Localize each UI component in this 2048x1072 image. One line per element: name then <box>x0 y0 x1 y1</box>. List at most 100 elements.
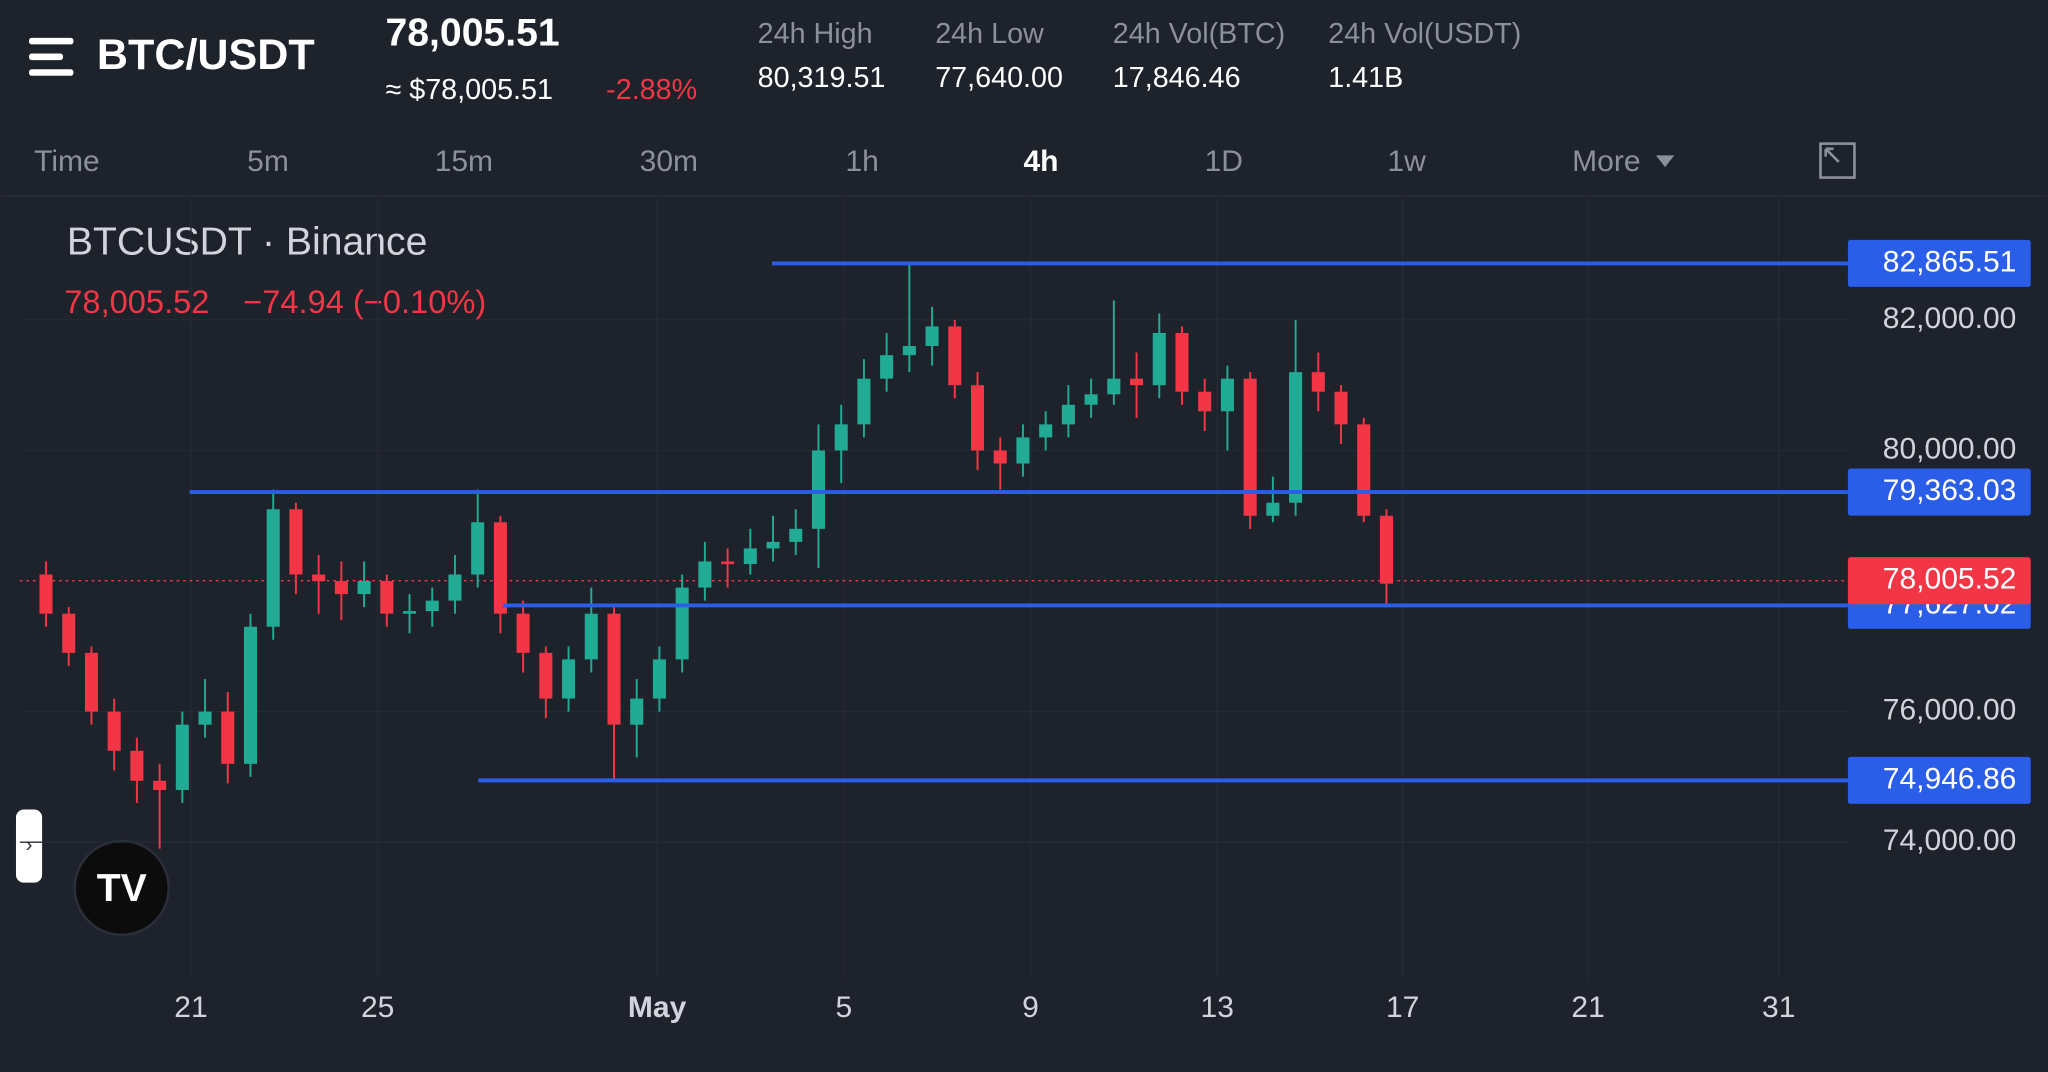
candle-body <box>402 611 417 614</box>
candle-body <box>970 385 985 451</box>
candle-body <box>652 659 666 699</box>
candle-body <box>1198 391 1212 412</box>
candle-body <box>471 522 485 575</box>
x-tick-label: 17 <box>1386 991 1419 1024</box>
x-tick-label: 5 <box>835 991 852 1024</box>
side-toggle-icon: › <box>26 834 33 857</box>
candle-body <box>834 424 848 451</box>
level-tag <box>1847 239 2031 287</box>
stat-label: 24h Vol(BTC) <box>1113 18 1285 50</box>
y-tick-label: 80,000.00 <box>1883 432 2017 465</box>
fullscreen-icon[interactable] <box>1819 142 1856 179</box>
candle-body <box>243 626 258 764</box>
candle-body <box>630 698 644 725</box>
price: 78,005.51 <box>386 12 560 55</box>
candle-body <box>312 574 326 582</box>
candle-body <box>1379 515 1393 584</box>
timeframe-tab[interactable]: 30m <box>640 145 698 178</box>
candle-body <box>1334 391 1348 425</box>
candle-body <box>1016 437 1030 464</box>
candle-body <box>607 613 621 725</box>
candle-body <box>266 509 280 627</box>
timeframe-tab[interactable]: 1D <box>1205 145 1243 178</box>
candle-body <box>539 652 553 699</box>
timeframe-tab[interactable]: 1h <box>845 145 878 178</box>
timeframe-tab[interactable]: More <box>1572 145 1640 178</box>
x-tick-label: 25 <box>361 991 394 1024</box>
level-tag <box>1847 468 2031 516</box>
candle-body <box>1039 424 1053 438</box>
candle-body <box>39 574 53 614</box>
candle-body <box>516 613 530 653</box>
side-toggle[interactable] <box>15 809 43 883</box>
svg-text:TV: TV <box>97 867 147 910</box>
candle-body <box>425 600 439 612</box>
timeframe-tab[interactable]: Time <box>34 145 100 178</box>
candle-body <box>1107 378 1121 395</box>
stat-value: 77,640.00 <box>935 62 1063 94</box>
candle-body <box>221 711 235 764</box>
stat-value: 80,319.51 <box>758 62 886 94</box>
candle-body <box>1175 332 1189 392</box>
candle-body <box>811 450 826 529</box>
candle-body <box>334 581 348 595</box>
stat-label: 24h High <box>758 18 873 50</box>
x-tick-label: 9 <box>1022 991 1039 1024</box>
candle-body <box>1357 424 1371 516</box>
timeframe-tab[interactable]: 4h <box>1023 145 1058 178</box>
level-label: 79,363.03 <box>1883 474 2017 507</box>
level-label: 82,865.51 <box>1883 245 2017 278</box>
menu-icon[interactable] <box>29 37 74 76</box>
stat-label: 24h Vol(USDT) <box>1328 18 1521 50</box>
last-price-tag <box>1847 557 2031 605</box>
level-tag <box>1847 756 2031 804</box>
candle-body <box>562 659 576 699</box>
stat-label: 24h Low <box>935 18 1044 50</box>
candle-body <box>175 724 189 790</box>
candle-body <box>84 652 98 712</box>
dropdown-arrow[interactable] <box>1655 155 1675 168</box>
last-price-label: 78,005.52 <box>1883 563 2017 596</box>
candle-body <box>1220 378 1234 412</box>
y-tick-label: 74,000.00 <box>1883 824 2017 857</box>
timeframe-tab[interactable]: 5m <box>247 145 289 178</box>
candle-body <box>130 750 144 781</box>
candle-body <box>743 548 757 565</box>
timeframe-tab[interactable]: 1w <box>1387 145 1426 178</box>
y-tick-label: 76,000.00 <box>1883 694 2017 727</box>
candle-body <box>993 450 1007 464</box>
candle-body <box>1152 332 1166 386</box>
candle-body <box>1243 378 1257 516</box>
candle-body <box>698 561 712 588</box>
candle-body <box>380 581 394 614</box>
x-tick-label: 21 <box>1571 991 1604 1024</box>
candle-body <box>925 326 939 347</box>
candle-body <box>107 711 121 751</box>
x-tick-label: May <box>628 991 687 1024</box>
x-tick-label: 21 <box>174 991 207 1024</box>
x-tick-label: 31 <box>1762 991 1795 1024</box>
y-tick-label: 82,000.00 <box>1883 302 2017 335</box>
candle-body <box>1311 372 1325 392</box>
candle-body <box>902 346 916 356</box>
candle-body <box>766 541 780 549</box>
candle-body <box>948 326 962 386</box>
candle-body <box>857 378 871 425</box>
price-usd: ≈ $78,005.51 <box>386 74 553 106</box>
candle-body <box>493 522 507 614</box>
timeframe-tab[interactable]: 15m <box>435 145 493 178</box>
stat-value: 17,846.46 <box>1113 62 1241 94</box>
candle-body <box>62 613 76 653</box>
legend-price: 78,005.52 <box>64 283 209 320</box>
stat-value: 1.41B <box>1328 62 1403 94</box>
change: -2.88% <box>606 74 697 106</box>
candle-body <box>584 613 598 660</box>
x-tick-label: 13 <box>1201 991 1234 1024</box>
candle-body <box>1130 378 1144 386</box>
candle-body <box>1266 502 1280 516</box>
candle-body <box>721 561 735 565</box>
candle-body <box>198 711 212 725</box>
level-label: 74,946.86 <box>1883 762 2017 795</box>
symbol: BTC/USDT <box>97 31 315 79</box>
